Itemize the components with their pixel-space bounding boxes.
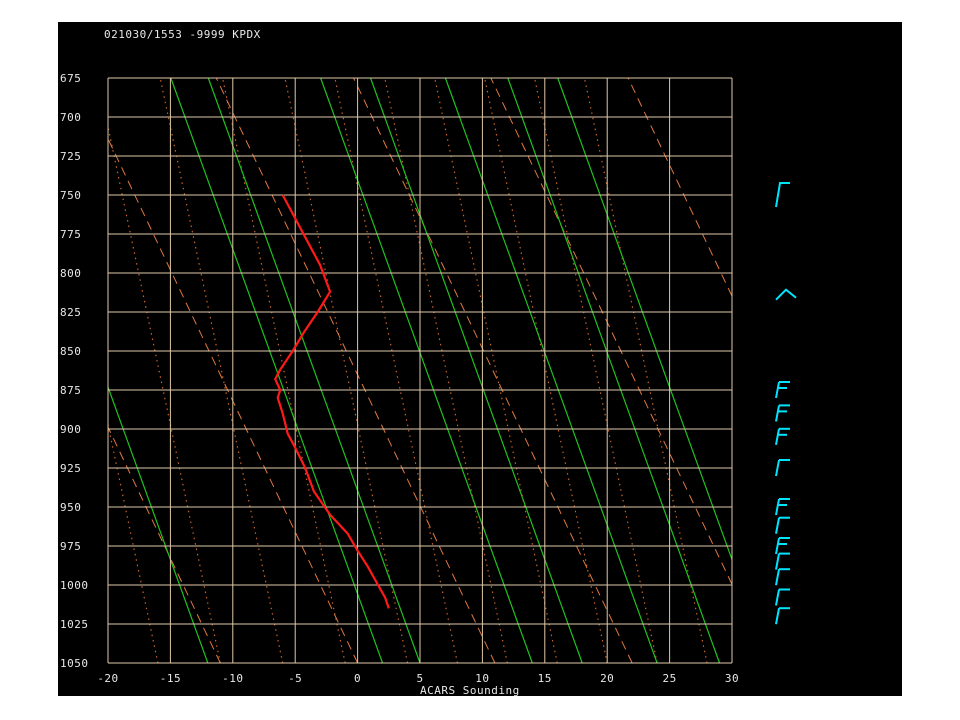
wind-barb <box>775 568 790 586</box>
wind-barb-stroke <box>775 405 780 422</box>
skew-t-chart: 675 700 725 750 775 800 825 850 875 900 925 950 975 1… <box>60 28 797 696</box>
mixing-ratio-line <box>533 77 658 664</box>
mixing-ratio-line <box>484 77 608 664</box>
temperature-tick-label: 15 <box>538 672 552 685</box>
temperature-tick-labels: -20 -15 -10 -5 0 5 10 15 20 25 30 <box>97 672 739 685</box>
pressure-tick-labels: 675 700 725 750 775 800 825 850 875 900 925 950 975 1… <box>60 72 89 670</box>
temperature-tick-label: 0 <box>354 672 361 685</box>
wind-barb <box>775 516 790 534</box>
temperature-tick-label: 5 <box>416 672 423 685</box>
temperature-tick-label: -15 <box>160 672 181 685</box>
mixing-ratio-line <box>221 77 346 664</box>
dry-adiabat-line <box>353 77 633 664</box>
mixing-ratio-line <box>434 77 558 664</box>
moist-adiabat-line <box>369 77 583 664</box>
wind-barb-stroke <box>775 537 780 555</box>
temperature-tick-label: 20 <box>600 672 614 685</box>
pressure-tick-label: 950 <box>60 501 81 514</box>
wind-barb-stroke <box>775 498 780 516</box>
dry-adiabats <box>107 77 733 664</box>
mixing-ratio-line <box>159 77 284 664</box>
chart-title: 021030/1553 -9999 KPDX <box>104 28 261 41</box>
moist-adiabats <box>107 77 733 664</box>
wind-barb <box>775 182 790 208</box>
dry-adiabat-line <box>490 77 733 585</box>
wind-barb <box>775 607 790 625</box>
pressure-tick-label: 725 <box>60 150 81 163</box>
dry-adiabat-line <box>627 77 733 297</box>
wind-barb-stroke <box>775 182 790 208</box>
wind-barb <box>775 288 797 301</box>
mixing-ratio-line <box>107 424 159 664</box>
mixing-ratio-line <box>384 77 508 664</box>
moist-adiabat-line <box>170 77 384 664</box>
mixing-ratio-line <box>334 77 459 664</box>
temperature-series-line <box>274 194 390 609</box>
moist-adiabat-line <box>107 386 209 664</box>
temperature-tick-label: 10 <box>475 672 489 685</box>
wind-barb <box>775 404 790 422</box>
wind-barb-stroke <box>775 569 780 586</box>
mixing-ratio-line <box>284 77 409 664</box>
wind-barb <box>775 381 790 399</box>
pressure-tick-label: 1050 <box>60 657 89 670</box>
moist-adiabat-line <box>557 77 733 560</box>
wind-barb <box>775 537 790 555</box>
wind-barbs <box>775 182 797 625</box>
pressure-tick-label: 900 <box>60 423 81 436</box>
wind-barb-stroke <box>775 381 780 399</box>
wind-barb-stroke <box>775 608 780 625</box>
pressure-tick-label: 775 <box>60 228 81 241</box>
moist-adiabat-line <box>207 77 421 664</box>
wind-barb-stroke <box>775 589 780 606</box>
wind-barb-stroke <box>775 428 780 445</box>
wind-barb <box>775 459 790 477</box>
pressure-tick-label: 875 <box>60 384 81 397</box>
pressure-tick-label: 750 <box>60 189 81 202</box>
wind-barb <box>775 498 790 516</box>
pressure-tick-label: 800 <box>60 267 81 280</box>
mixing-ratio-line <box>583 77 708 664</box>
pressure-tick-label: 675 <box>60 72 81 85</box>
pressure-tick-label: 825 <box>60 306 81 319</box>
dry-adiabat-line <box>107 426 221 664</box>
chart-grid <box>107 77 733 664</box>
temperature-tick-label: 30 <box>725 672 739 685</box>
mixing-ratio-line <box>107 126 221 664</box>
wind-barb-stroke <box>775 459 780 477</box>
wind-barb-stroke <box>775 288 797 301</box>
pressure-tick-label: 1025 <box>60 618 89 631</box>
wind-barb <box>775 427 790 445</box>
dry-adiabat-line <box>215 77 496 664</box>
temperature-tick-label: -10 <box>222 672 243 685</box>
pressure-tick-label: 925 <box>60 462 81 475</box>
moist-adiabat-line <box>444 77 658 664</box>
wind-barb-stroke <box>775 553 780 570</box>
moist-adiabat-line <box>320 77 533 664</box>
pressure-tick-label: 700 <box>60 111 81 124</box>
wind-barb-stroke <box>775 517 780 534</box>
temperature-trace <box>274 194 390 609</box>
temperature-tick-label: -5 <box>288 672 302 685</box>
mixing-ratio-lines <box>107 77 708 664</box>
wind-barb <box>775 552 790 570</box>
moist-adiabat-line <box>507 77 721 664</box>
temperature-tick-label: 25 <box>662 672 676 685</box>
x-axis-label: ACARS Sounding <box>420 684 520 696</box>
wind-barb <box>775 588 790 606</box>
pressure-tick-label: 975 <box>60 540 81 553</box>
pressure-tick-label: 850 <box>60 345 81 358</box>
temperature-tick-label: -20 <box>97 672 118 685</box>
pressure-tick-label: 1000 <box>60 579 89 592</box>
sounding-panel: 675 700 725 750 775 800 825 850 875 900 925 950 975 1… <box>58 22 902 696</box>
